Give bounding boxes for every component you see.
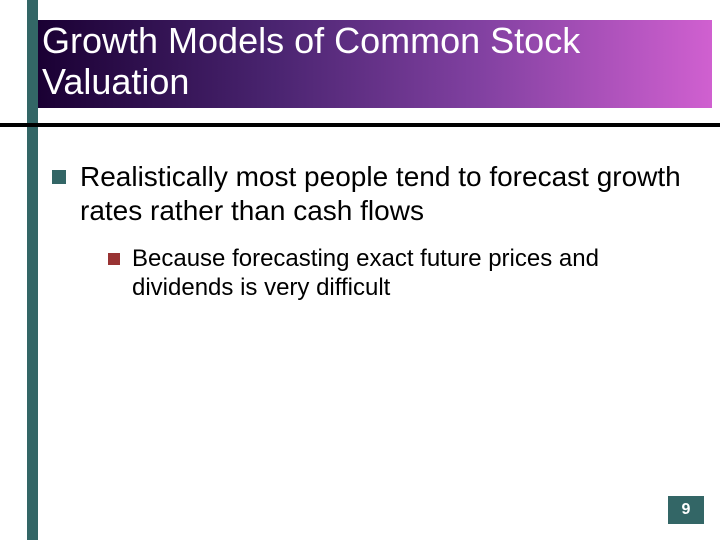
sub-bullet-text: Because forecasting exact future prices … (132, 245, 690, 303)
bullet-item: Realistically most people tend to foreca… (52, 160, 690, 227)
square-bullet-icon (52, 170, 66, 184)
square-bullet-icon (108, 253, 120, 265)
title-underline (0, 123, 720, 127)
slide-content: Realistically most people tend to foreca… (52, 160, 690, 303)
page-number-badge: 9 (668, 496, 704, 524)
bullet-text: Realistically most people tend to foreca… (80, 160, 690, 227)
left-accent-bar (27, 0, 38, 540)
slide-title: Growth Models of Common Stock Valuation (42, 20, 720, 103)
sub-bullet-item: Because forecasting exact future prices … (108, 245, 690, 303)
